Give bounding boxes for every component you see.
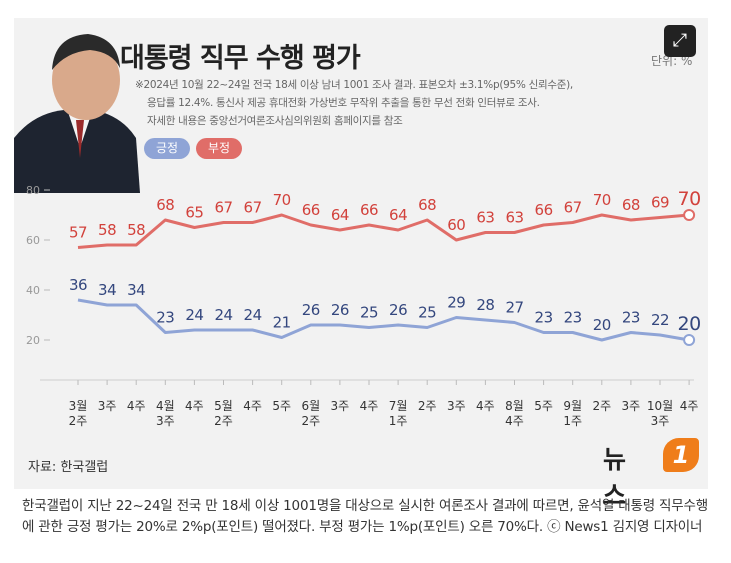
data-label: 69 bbox=[651, 194, 669, 212]
x-tick-label: 5월 bbox=[214, 399, 233, 413]
data-label: 28 bbox=[476, 296, 494, 314]
x-tick-label: 3월 bbox=[69, 399, 88, 413]
x-tick-label: 4월 bbox=[156, 399, 175, 413]
data-label: 67 bbox=[214, 199, 232, 217]
x-tick-label: 7월 bbox=[389, 399, 408, 413]
president-portrait bbox=[14, 34, 140, 193]
data-label: 66 bbox=[535, 201, 553, 219]
logo-text: 뉴스 bbox=[603, 445, 626, 510]
data-label: 20 bbox=[593, 316, 611, 334]
data-label: 23 bbox=[564, 309, 582, 327]
data-label: 60 bbox=[447, 216, 465, 234]
data-label: 36 bbox=[69, 276, 87, 294]
x-tick-label: 2주 bbox=[418, 399, 437, 413]
series-end-marker bbox=[683, 334, 696, 346]
x-tick-label: 10월 bbox=[647, 399, 673, 413]
data-label: 63 bbox=[476, 209, 494, 227]
data-label: 27 bbox=[505, 299, 523, 317]
data-label: 26 bbox=[331, 301, 349, 319]
data-label: 57 bbox=[69, 224, 87, 242]
legend-negative: 부정 bbox=[196, 138, 242, 159]
x-tick-label: 4주 bbox=[505, 414, 524, 428]
data-label: 22 bbox=[651, 311, 669, 329]
data-label: 63 bbox=[505, 209, 523, 227]
data-label: 24 bbox=[185, 306, 203, 324]
data-label: 26 bbox=[302, 301, 320, 319]
survey-note-line-3: 자세한 내용은 중앙선거여론조사심의위원회 홈페이지를 참조 bbox=[147, 115, 403, 127]
infographic-card bbox=[14, 18, 708, 489]
data-label: 70 bbox=[593, 191, 611, 209]
data-label: 58 bbox=[98, 221, 116, 239]
data-label: 23 bbox=[622, 309, 640, 327]
survey-note-line-2: 응답률 12.4%. 통신사 제공 휴대전화 가상번호 무작위 추출을 통한 무… bbox=[147, 97, 540, 109]
photo-caption: 한국갤럽이 지난 22~24일 전국 만 18세 이상 1001명을 대상으로 … bbox=[22, 498, 708, 535]
x-tick-label: 3주 bbox=[98, 399, 117, 413]
data-label: 25 bbox=[418, 304, 436, 322]
data-label: 26 bbox=[389, 301, 407, 319]
x-tick-label: 1주 bbox=[389, 414, 408, 428]
data-label: 65 bbox=[185, 204, 203, 222]
data-label: 34 bbox=[127, 281, 145, 299]
data-label: 24 bbox=[214, 306, 232, 324]
logo-mark: 1 bbox=[663, 438, 699, 472]
source-label: 자료: 한국갤럽 bbox=[28, 460, 109, 475]
x-tick-label: 4주 bbox=[243, 399, 262, 413]
survey-note-line-1: ※2024년 10월 22~24일 전국 18세 이상 남녀 1001 조사 결… bbox=[135, 79, 573, 91]
data-label: 70 bbox=[678, 188, 701, 210]
x-tick-label: 2주 bbox=[214, 414, 233, 428]
x-tick-label: 4주 bbox=[185, 399, 204, 413]
data-label: 23 bbox=[535, 309, 553, 327]
x-tick-label: 2주 bbox=[592, 399, 611, 413]
data-label: 67 bbox=[564, 199, 582, 217]
x-tick-label: 9월 bbox=[563, 399, 582, 413]
legend-positive: 긍정 bbox=[144, 138, 190, 159]
series-line-positive bbox=[77, 298, 690, 342]
x-tick-label: 4주 bbox=[680, 399, 699, 413]
data-label: 25 bbox=[360, 304, 378, 322]
series-line-negative bbox=[77, 213, 690, 249]
x-tick-label: 3주 bbox=[331, 399, 350, 413]
data-label: 20 bbox=[678, 313, 701, 335]
x-tick-label: 3주 bbox=[622, 399, 641, 413]
x-tick-label: 4주 bbox=[476, 399, 495, 413]
x-tick-label: 5주 bbox=[272, 399, 291, 413]
series-end-marker bbox=[683, 209, 696, 221]
data-label: 29 bbox=[447, 294, 465, 312]
x-tick-label: 2주 bbox=[69, 414, 88, 428]
data-label: 68 bbox=[622, 196, 640, 214]
data-label: 67 bbox=[244, 199, 262, 217]
data-label: 68 bbox=[156, 196, 174, 214]
data-label: 68 bbox=[418, 196, 436, 214]
y-tick-label: 40 bbox=[26, 284, 40, 297]
x-tick-label: 8월 bbox=[505, 399, 524, 413]
data-label: 70 bbox=[273, 191, 291, 209]
data-label: 23 bbox=[156, 309, 174, 327]
y-tick-label: 20 bbox=[26, 334, 40, 347]
expand-icon[interactable]: ⤢ bbox=[664, 25, 696, 57]
chart-title: 대통령 직무 수행 평가 bbox=[120, 43, 361, 74]
data-label: 58 bbox=[127, 221, 145, 239]
x-tick-label: 2주 bbox=[301, 414, 320, 428]
x-tick-label: 3주 bbox=[447, 399, 466, 413]
data-label: 21 bbox=[273, 314, 291, 332]
x-tick-label: 1주 bbox=[563, 414, 582, 428]
data-label: 64 bbox=[389, 206, 407, 224]
x-tick-label: 6월 bbox=[301, 399, 320, 413]
data-label: 24 bbox=[244, 306, 262, 324]
x-tick-label: 3주 bbox=[156, 414, 175, 428]
data-label: 34 bbox=[98, 281, 116, 299]
data-label: 64 bbox=[331, 206, 349, 224]
data-label: 66 bbox=[360, 201, 378, 219]
y-tick-label: 60 bbox=[26, 234, 40, 247]
data-label: 66 bbox=[302, 201, 320, 219]
x-tick-label: 4주 bbox=[127, 399, 146, 413]
x-tick-label: 4주 bbox=[360, 399, 379, 413]
x-tick-label: 5주 bbox=[534, 399, 553, 413]
y-tick-label: 80 bbox=[26, 184, 40, 197]
unit-label: 단위: % bbox=[651, 54, 693, 68]
x-tick-label: 3주 bbox=[651, 414, 670, 428]
